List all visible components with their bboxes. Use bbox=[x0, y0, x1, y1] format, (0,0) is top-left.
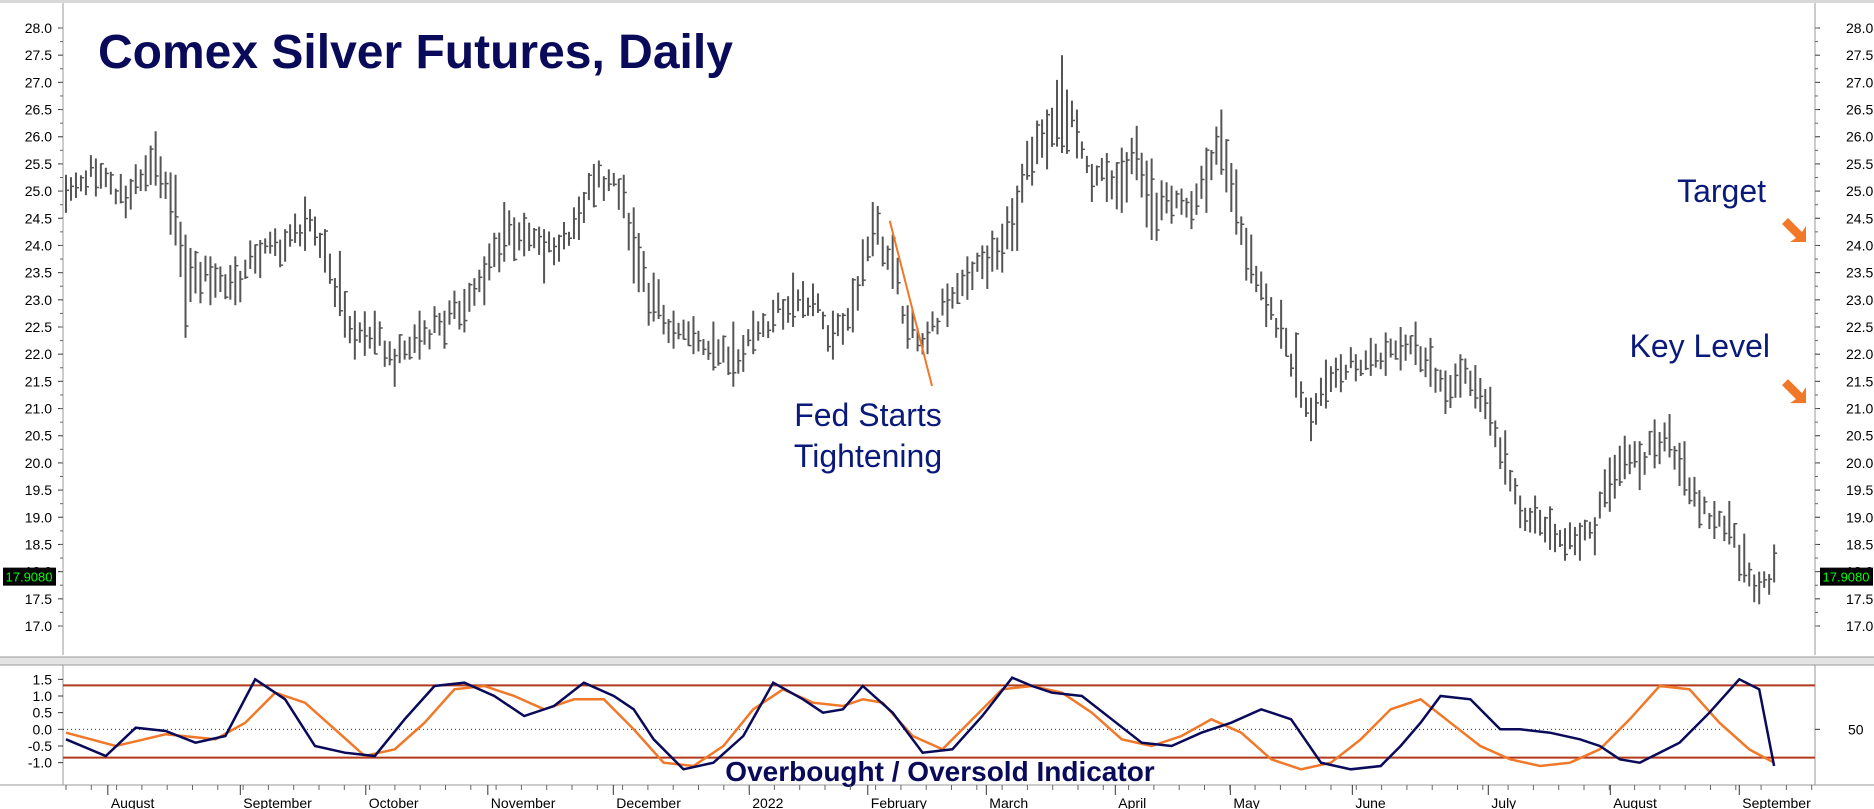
last-price-left-label: 17.9080 bbox=[6, 570, 53, 585]
y-tick-label-left: 26.5 bbox=[25, 102, 52, 118]
y-tick-label-right: 22.0 bbox=[1846, 346, 1873, 362]
oscillator-fast-line bbox=[65, 676, 1776, 771]
y-tick-label-left: 23.0 bbox=[25, 292, 52, 308]
y-tick-label-right: 20.0 bbox=[1846, 455, 1873, 471]
chart-title: Comex Silver Futures, Daily bbox=[98, 26, 733, 79]
arrow-shape bbox=[1782, 379, 1806, 404]
y-tick-label-left: 20.0 bbox=[25, 455, 52, 471]
last-price-flag-right: 17.9080 bbox=[1820, 567, 1873, 586]
price-axis-right: 17.017.518.018.519.019.520.020.521.021.5… bbox=[1815, 20, 1873, 634]
osc-tick-label-left: 1.5 bbox=[33, 671, 53, 687]
osc-tick-label-left: 0.0 bbox=[33, 721, 53, 737]
y-tick-label-left: 22.0 bbox=[25, 346, 52, 362]
y-tick-label-right: 19.0 bbox=[1846, 509, 1873, 525]
y-tick-label-left: 26.0 bbox=[25, 129, 52, 145]
month-label: July bbox=[1491, 795, 1516, 809]
y-tick-label-left: 22.5 bbox=[25, 319, 52, 335]
y-tick-label-left: 17.0 bbox=[25, 618, 52, 634]
y-tick-label-left: 23.5 bbox=[25, 265, 52, 281]
y-tick-label-left: 28.0 bbox=[25, 20, 52, 36]
y-tick-label-right: 24.0 bbox=[1846, 237, 1873, 253]
target-arrow-icon bbox=[1782, 218, 1806, 243]
y-tick-label-right: 28.0 bbox=[1846, 20, 1873, 36]
y-tick-label-right: 23.5 bbox=[1846, 265, 1873, 281]
y-tick-label-left: 24.0 bbox=[25, 237, 52, 253]
y-tick-label-right: 25.0 bbox=[1846, 183, 1873, 199]
y-tick-label-right: 24.5 bbox=[1846, 210, 1873, 226]
y-tick-label-right: 18.5 bbox=[1846, 536, 1873, 552]
osc-tick-label-left: 0.5 bbox=[33, 705, 53, 721]
y-tick-label-left: 17.5 bbox=[25, 591, 52, 607]
y-tick-label-right: 27.5 bbox=[1846, 47, 1873, 63]
y-tick-label-left: 24.5 bbox=[25, 210, 52, 226]
month-label: October bbox=[369, 795, 419, 809]
last-price-flag-left: 17.9080 bbox=[3, 567, 56, 586]
month-label: 2022 bbox=[752, 795, 783, 809]
month-label: September bbox=[243, 795, 312, 809]
month-label: April bbox=[1118, 795, 1146, 809]
y-tick-label-right: 17.5 bbox=[1846, 591, 1873, 607]
y-tick-label-left: 25.5 bbox=[25, 156, 52, 172]
month-label: February bbox=[871, 795, 927, 809]
month-label: August bbox=[1613, 795, 1657, 809]
y-tick-label-left: 18.5 bbox=[25, 536, 52, 552]
fed-annotation-line-2: Tightening bbox=[794, 438, 942, 474]
y-tick-label-right: 26.5 bbox=[1846, 102, 1873, 118]
osc-tick-label-right: 50 bbox=[1848, 721, 1864, 737]
fed-annotation-line-1: Fed Starts bbox=[794, 397, 942, 433]
y-tick-label-right: 23.0 bbox=[1846, 292, 1873, 308]
osc-tick-label-left: -1.0 bbox=[28, 755, 52, 771]
month-label: November bbox=[491, 795, 556, 809]
y-tick-label-right: 20.5 bbox=[1846, 428, 1873, 444]
y-tick-label-right: 22.5 bbox=[1846, 319, 1873, 335]
y-tick-label-right: 19.5 bbox=[1846, 482, 1873, 498]
y-tick-label-right: 21.0 bbox=[1846, 401, 1873, 417]
y-tick-label-left: 27.0 bbox=[25, 74, 52, 90]
fed-annotation-leader-line bbox=[888, 220, 933, 387]
month-label: March bbox=[989, 795, 1028, 809]
y-tick-label-left: 20.5 bbox=[25, 428, 52, 444]
y-tick-label-left: 19.0 bbox=[25, 509, 52, 525]
oscillator-title: Overbought / Oversold Indicator bbox=[725, 756, 1154, 787]
month-label: December bbox=[616, 795, 681, 809]
y-tick-label-left: 27.5 bbox=[25, 47, 52, 63]
oscillator-axis-left: 1.51.00.50.0-0.5-1.0 bbox=[28, 671, 63, 771]
month-label: September bbox=[1742, 795, 1811, 809]
month-label: June bbox=[1355, 795, 1386, 809]
price-axis-left: 17.017.518.018.519.019.520.020.521.021.5… bbox=[25, 20, 63, 634]
osc-tick-label-left: -0.5 bbox=[28, 738, 52, 754]
y-tick-label-right: 27.0 bbox=[1846, 74, 1873, 90]
target-annotation: Target bbox=[1677, 173, 1766, 209]
osc-tick-label-left: 1.0 bbox=[33, 688, 53, 704]
month-label: August bbox=[111, 795, 155, 809]
y-tick-label-right: 25.5 bbox=[1846, 156, 1873, 172]
y-tick-label-right: 21.5 bbox=[1846, 373, 1873, 389]
y-tick-label-left: 21.5 bbox=[25, 373, 52, 389]
last-price-right-label: 17.9080 bbox=[1823, 570, 1870, 585]
key-level-annotation: Key Level bbox=[1629, 328, 1770, 364]
month-axis: August September October November December 20… bbox=[65, 785, 1813, 809]
y-tick-label-right: 26.0 bbox=[1846, 129, 1873, 145]
y-tick-label-left: 19.5 bbox=[25, 482, 52, 498]
y-tick-label-left: 25.0 bbox=[25, 183, 52, 199]
y-tick-label-left: 21.0 bbox=[25, 401, 52, 417]
y-tick-label-right: 17.0 bbox=[1846, 618, 1873, 634]
arrow-shape bbox=[1782, 218, 1806, 243]
price-bars bbox=[65, 55, 1778, 605]
month-label: May bbox=[1233, 795, 1259, 809]
key-level-arrow-icon bbox=[1782, 379, 1806, 404]
oscillator-axis-right: 50 bbox=[1815, 721, 1864, 737]
